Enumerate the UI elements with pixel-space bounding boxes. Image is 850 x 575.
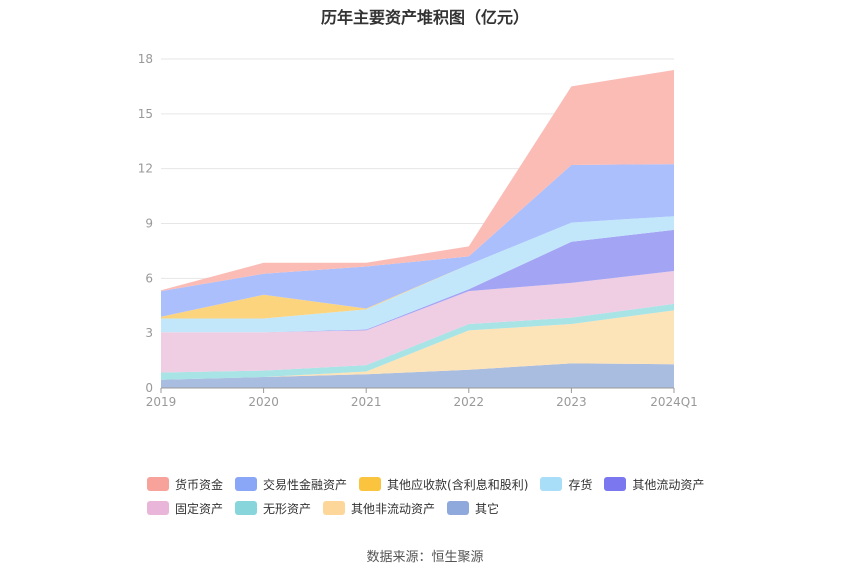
legend-swatch xyxy=(235,477,258,491)
legend-item[interactable]: 其他应收款(含利息和股利) xyxy=(359,476,528,493)
legend-label: 其它 xyxy=(475,501,500,516)
area-series-6 xyxy=(161,216,674,319)
legend-label: 无形资产 xyxy=(263,501,312,516)
area-series-4 xyxy=(161,229,674,333)
x-tick-label: 2023 xyxy=(556,395,587,409)
legend-item[interactable]: 存货 xyxy=(540,476,592,493)
x-tick-label: 2024Q1 xyxy=(650,395,698,409)
legend-label: 其他非流动资产 xyxy=(351,501,436,516)
x-tick-label: 2022 xyxy=(454,395,485,409)
legend-item[interactable]: 无形资产 xyxy=(235,500,311,517)
area-series-8 xyxy=(161,69,674,292)
legend-swatch xyxy=(540,477,563,491)
legend-swatch xyxy=(235,501,258,515)
x-tick-label: 2020 xyxy=(248,395,279,409)
area-series-7 xyxy=(161,164,674,317)
legend-label: 其他流动资产 xyxy=(632,477,705,492)
legend-label: 存货 xyxy=(568,477,593,492)
y-tick-label: 18 xyxy=(138,52,153,66)
legend-label: 交易性金融资产 xyxy=(263,477,348,492)
legend-item[interactable]: 其他非流动资产 xyxy=(323,500,435,517)
area-series-5 xyxy=(161,216,674,333)
x-tick-label: 2021 xyxy=(351,395,382,409)
area-series-0 xyxy=(161,363,674,388)
area-series-1 xyxy=(161,310,674,380)
y-tick-label: 3 xyxy=(145,326,153,340)
legend-row: 固定资产 无形资产 其他非流动资产 其它 xyxy=(147,496,747,520)
legend-label: 固定资产 xyxy=(175,501,224,516)
area-series-3 xyxy=(161,271,674,373)
legend-item[interactable]: 其它 xyxy=(447,500,499,517)
legend-label: 其他应收款(含利息和股利) xyxy=(387,477,529,492)
legend-swatch xyxy=(323,501,346,515)
chart-title: 历年主要资产堆积图（亿元） xyxy=(320,8,529,27)
legend-swatch xyxy=(147,501,169,515)
source-note: 数据来源：恒生聚源 xyxy=(366,550,484,565)
y-tick-label: 12 xyxy=(138,162,153,176)
legend-row: 货币资金 交易性金融资产 其他应收款(含利息和股利) 存货 其他流动资产 xyxy=(147,472,747,496)
legend-swatch xyxy=(359,477,382,491)
legend-swatch xyxy=(147,477,169,491)
y-tick-label: 6 xyxy=(145,271,153,285)
legend-item[interactable]: 其他流动资产 xyxy=(604,476,704,493)
stacked-area-chart: 0 3 6 9 12 15 18 2019 2020 2021 2022 2023 2024Q1 xyxy=(138,52,698,409)
area-series xyxy=(161,69,674,388)
legend-swatch xyxy=(447,501,470,515)
axes: 0 3 6 9 12 15 18 2019 2020 2021 2022 2023 2024Q1 xyxy=(138,52,698,409)
legend-label: 货币资金 xyxy=(175,477,224,492)
y-tick-label: 0 xyxy=(145,381,153,395)
y-tick-label: 15 xyxy=(138,107,153,121)
area-series-2 xyxy=(161,303,674,380)
legend-item[interactable]: 交易性金融资产 xyxy=(235,476,347,493)
x-tick-label: 2019 xyxy=(146,395,177,409)
legend: 货币资金 交易性金融资产 其他应收款(含利息和股利) 存货 其他流动资产固定资产 无形资产… xyxy=(147,472,747,520)
legend-item[interactable]: 固定资产 xyxy=(147,500,223,517)
legend-item[interactable]: 货币资金 xyxy=(147,476,223,493)
legend-swatch xyxy=(604,477,627,491)
y-tick-label: 9 xyxy=(145,217,153,231)
